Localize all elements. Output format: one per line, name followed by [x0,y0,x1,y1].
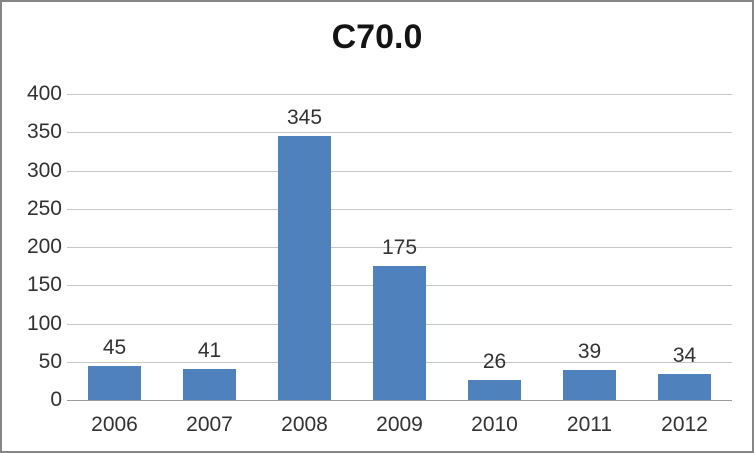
data-label-2010: 26 [482,350,507,374]
y-tick-label: 150 [26,273,62,297]
y-tick-label: 400 [26,82,62,105]
bar-2007 [183,368,236,400]
bar-2010 [468,380,521,400]
y-tick-label: 300 [26,158,62,182]
bar-2009 [373,266,426,400]
bar-2006 [88,365,141,400]
data-label-2007: 41 [197,338,222,362]
plot-area: 45 41 345 175 26 39 34 [67,94,732,401]
y-tick-label: 350 [26,120,62,144]
x-tick-label: 2008 [281,413,328,436]
x-axis-line [67,400,732,401]
chart-title: C70.0 [331,18,423,56]
data-label-2009: 175 [381,236,418,260]
x-tick-label: 2012 [661,413,708,436]
y-gridline [67,208,732,210]
y-gridline [67,170,732,172]
data-label-2006: 45 [102,335,127,359]
y-tick-label: 50 [38,349,62,373]
data-label-2011: 39 [577,340,602,364]
y-tick-label: 100 [26,311,62,335]
bar-2011 [563,370,616,400]
x-tick-label: 2010 [471,413,518,436]
y-gridline [67,94,732,95]
y-gridline [67,132,732,134]
bar-2008 [278,136,331,400]
data-label-2012: 34 [672,344,697,367]
bar-2012 [658,374,711,400]
y-gridline [67,247,732,248]
x-tick-label: 2011 [566,413,613,436]
x-tick-label: 2006 [91,413,138,436]
x-tick-label: 2007 [186,413,233,436]
y-tick-label: 0 [50,388,62,411]
data-label-2008: 345 [286,106,323,130]
y-tick-label: 200 [26,235,62,258]
y-tick-label: 250 [26,196,62,220]
x-tick-label: 2009 [376,413,423,436]
